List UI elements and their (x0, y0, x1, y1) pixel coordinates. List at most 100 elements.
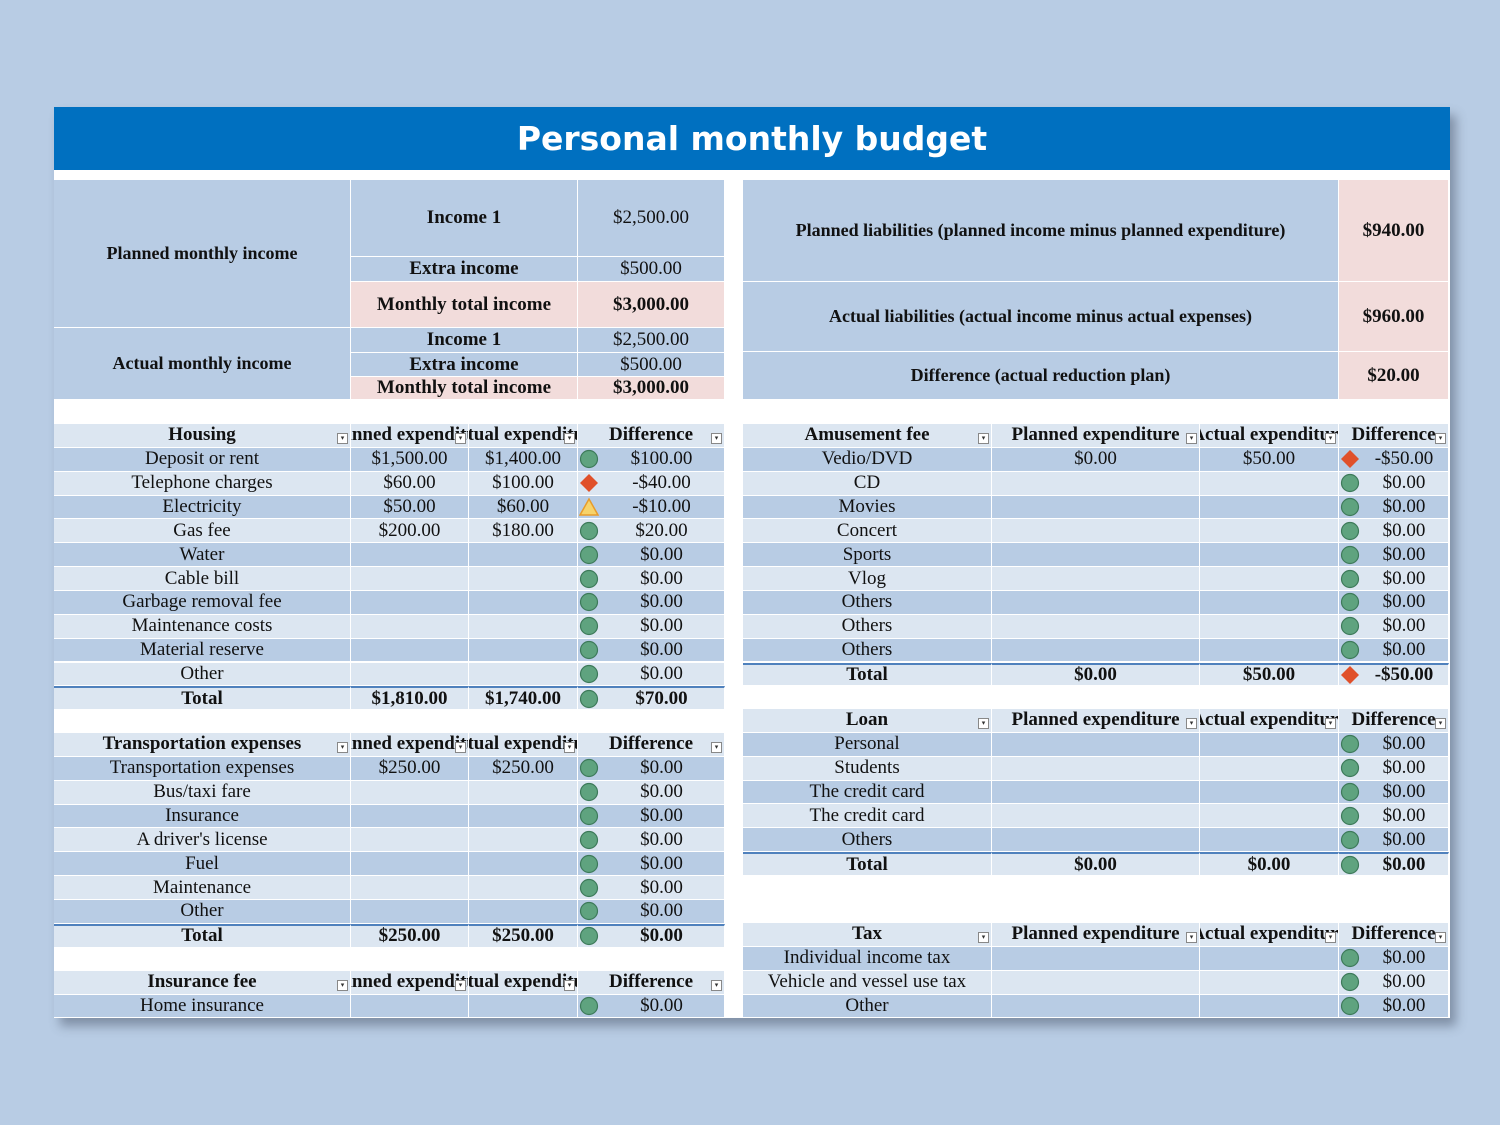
filter-button[interactable]: ▾ (337, 742, 348, 753)
row-label-text: CD (853, 472, 881, 494)
amount-text: $0.00 (1382, 804, 1426, 826)
header-cell-text: Planned expenditure (351, 971, 468, 993)
header-cell-text: Actual expenditure (1200, 709, 1339, 731)
filter-button[interactable]: ▾ (455, 433, 466, 444)
amount (469, 638, 578, 663)
amount: -$50.00 (1339, 447, 1449, 472)
status-icon (579, 450, 599, 469)
status-icon (580, 474, 598, 493)
income-value-text: $2,500.00 (613, 329, 689, 350)
amount-text: $0.00 (640, 662, 683, 684)
status-icon (1341, 450, 1359, 469)
filter-button[interactable]: ▾ (978, 718, 989, 729)
filter-button[interactable]: ▾ (564, 742, 575, 753)
income-name: Income 1 (351, 180, 578, 257)
header-cell: Actual expenditure (1200, 424, 1339, 448)
amount: $0.00 (992, 447, 1200, 472)
row-label: Electricity (54, 495, 351, 520)
filter-button[interactable]: ▾ (1186, 718, 1197, 729)
status-icon (579, 521, 599, 540)
row-label: Material reserve (54, 638, 351, 663)
amount (992, 804, 1200, 829)
income-name: Income 1 (351, 328, 578, 353)
amount-text: $1,740.00 (485, 687, 561, 709)
filter-button[interactable]: ▾ (337, 980, 348, 991)
filter-button[interactable]: ▾ (1435, 932, 1446, 943)
amount: $0.00 (1339, 567, 1449, 591)
amount-text: $0.00 (1382, 615, 1426, 637)
amount: $180.00 (469, 519, 578, 544)
row-label: Vlog (743, 567, 992, 591)
filter-button[interactable]: ▾ (1186, 433, 1197, 444)
filter-button[interactable]: ▾ (978, 433, 989, 444)
amount-text: $0.00 (1382, 757, 1426, 779)
filter-button[interactable]: ▾ (1186, 932, 1197, 943)
header-cell: Planned expenditure (351, 424, 469, 448)
row-label: Water (54, 543, 351, 568)
filter-button[interactable]: ▾ (564, 980, 575, 991)
amount-text: -$40.00 (632, 472, 691, 494)
row-label: Movies (743, 495, 992, 520)
income-name: Extra income (351, 257, 578, 282)
status-icon (1341, 665, 1359, 684)
filter-button[interactable]: ▾ (564, 433, 575, 444)
header-cell: Planned expenditure (992, 709, 1200, 733)
filter-button[interactable]: ▾ (1325, 433, 1336, 444)
amount: $0.00 (1339, 590, 1449, 615)
amount-text: $60.00 (496, 495, 550, 517)
row-label-text: Total (846, 853, 888, 875)
amount: $0.00 (578, 780, 725, 805)
filter-button[interactable]: ▾ (711, 742, 722, 753)
amount (992, 543, 1200, 568)
header-cell-text: Difference (608, 971, 694, 993)
filter-button[interactable]: ▾ (1435, 718, 1446, 729)
amount: $50.00 (351, 495, 469, 520)
status-icon (579, 617, 599, 636)
filter-button[interactable]: ▾ (711, 980, 722, 991)
amount (351, 876, 469, 900)
amount-text: $20.00 (635, 519, 688, 541)
status-icon (1340, 855, 1360, 874)
amount-text: $0.00 (640, 994, 683, 1016)
amount (1200, 970, 1339, 995)
income-value-text: $500.00 (620, 258, 682, 279)
income-value: $3,000.00 (578, 282, 725, 328)
filter-button[interactable]: ▾ (978, 932, 989, 943)
row-label-text: Others (841, 639, 893, 661)
header-cell: Planned expenditure (351, 733, 469, 757)
row-label: Other (54, 662, 351, 687)
income-value-text: $2,500.00 (613, 207, 689, 228)
row-label-text: Cable bill (164, 567, 240, 589)
row-label: Total (743, 852, 992, 876)
filter-button[interactable]: ▾ (711, 433, 722, 444)
header-cell: Actual expenditure (1200, 923, 1339, 947)
status-icon (579, 759, 599, 778)
amount: $0.00 (578, 543, 725, 568)
filter-button[interactable]: ▾ (1435, 433, 1446, 444)
amount (992, 946, 1200, 971)
amount-text: $0.00 (1074, 853, 1117, 875)
header-cell-text: Planned expenditure (351, 424, 468, 446)
amount-text: $0.00 (640, 781, 683, 803)
amount: $1,740.00 (469, 686, 578, 711)
income-name-text: Income 1 (426, 207, 502, 228)
status-icon (579, 593, 599, 612)
income-label: Planned monthly income (54, 180, 351, 328)
row-label: Total (743, 662, 992, 687)
amount-text: $0.00 (1382, 994, 1426, 1016)
income-value: $500.00 (578, 353, 725, 377)
filter-button[interactable]: ▾ (455, 980, 466, 991)
amount (1200, 495, 1339, 520)
row-label-text: Students (834, 757, 900, 779)
filter-button[interactable]: ▾ (455, 742, 466, 753)
filter-button[interactable]: ▾ (1325, 932, 1336, 943)
filter-button[interactable]: ▾ (1325, 718, 1336, 729)
header-cell: Actual expenditure (469, 971, 578, 995)
amount: $0.00 (1339, 804, 1449, 829)
filter-button[interactable]: ▾ (337, 433, 348, 444)
amount (469, 780, 578, 805)
header-cell: Housing (54, 424, 351, 448)
amount: $250.00 (351, 756, 469, 781)
row-label-text: Fuel (185, 852, 219, 874)
